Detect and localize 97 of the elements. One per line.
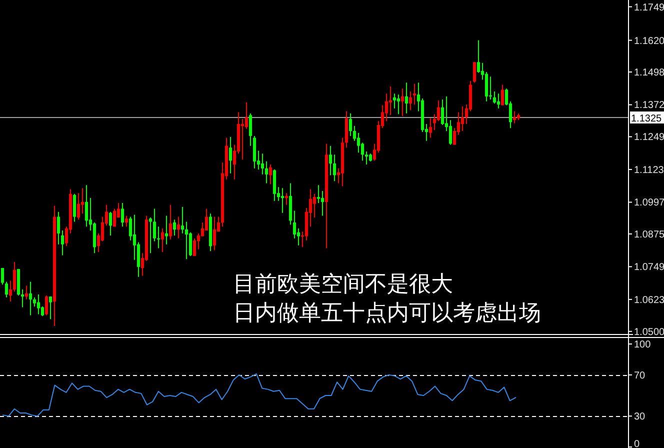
candlestick (57, 211, 60, 245)
candlestick (441, 99, 444, 126)
candlestick (397, 94, 400, 115)
candlestick (437, 100, 440, 122)
candlestick (37, 294, 40, 315)
candlestick (157, 226, 160, 249)
candlestick (393, 93, 396, 109)
candlestick (81, 188, 84, 214)
y-tick-label: 1.1498 (634, 68, 664, 78)
candlestick (261, 153, 264, 175)
candlestick (385, 93, 388, 122)
candlestick (269, 164, 272, 185)
candlestick (389, 86, 392, 116)
candlestick (361, 142, 364, 162)
candlestick (477, 40, 480, 74)
candlestick (329, 145, 332, 176)
candlestick (189, 232, 192, 257)
candlestick (85, 184, 88, 228)
candlestick (449, 120, 452, 146)
annotation: 目前欧美空间不是很大 (233, 271, 453, 296)
candlestick (101, 216, 104, 242)
y-tick-label: 1.1749 (634, 2, 664, 14)
candlestick (281, 188, 284, 214)
candlestick (109, 211, 112, 236)
y-tick-label: 30 (634, 412, 646, 423)
y-tick-label: 100 (634, 340, 652, 350)
candlestick (29, 281, 32, 316)
candlestick (349, 112, 352, 136)
y-tick-label: 1.0875 (634, 229, 664, 240)
candlestick (181, 206, 184, 234)
candlestick (229, 136, 232, 174)
y-tick-label: 70 (634, 370, 646, 382)
candlestick (45, 295, 48, 316)
candlestick (113, 208, 116, 228)
candlestick (273, 168, 276, 202)
y-tick-label: 1.0749 (634, 262, 664, 274)
candlestick (265, 160, 268, 184)
candlestick (185, 221, 188, 260)
candlestick (125, 215, 128, 228)
y-tick-label: 0 (634, 439, 640, 448)
candlestick (317, 184, 320, 204)
candlestick (121, 202, 124, 228)
candlestick (401, 88, 404, 117)
candlestick (41, 306, 44, 317)
candlestick (489, 76, 492, 100)
candlestick (33, 296, 36, 307)
candlestick (249, 112, 252, 146)
candlestick (13, 262, 16, 292)
candlestick (365, 151, 368, 166)
candlestick (25, 285, 28, 300)
candlestick (493, 90, 496, 104)
candlestick (293, 210, 296, 239)
candlestick (5, 281, 8, 298)
candlestick (245, 102, 248, 130)
candlestick (93, 222, 96, 254)
candlestick (173, 219, 176, 236)
candlestick (73, 193, 76, 222)
candlestick (165, 215, 168, 245)
candlestick (513, 110, 516, 124)
candlestick (485, 72, 488, 102)
candlestick (413, 83, 416, 105)
candlestick (49, 296, 52, 320)
candlestick (153, 208, 156, 242)
annotation: 日内做单五十点内可以考虑出场 (233, 300, 541, 325)
candlestick (357, 132, 360, 154)
y-tick-label: 1.0500 (634, 326, 664, 338)
y-tick-label: 1.1620 (634, 36, 664, 47)
candlestick (213, 216, 216, 251)
candlestick (429, 118, 432, 138)
ref-line-label: 1.1325 (631, 114, 662, 124)
candlestick (313, 193, 316, 218)
y-tick-label: 1.1123 (634, 164, 664, 176)
candlestick (409, 90, 412, 111)
candlestick (161, 228, 164, 253)
y-tick-label: 1.1249 (634, 132, 664, 144)
candlestick (21, 289, 24, 308)
candlestick (149, 217, 152, 254)
candlestick (193, 238, 196, 257)
candlestick (9, 280, 12, 302)
candlestick (241, 118, 244, 160)
candlestick (321, 190, 324, 216)
candlestick (61, 230, 64, 256)
candlestick (1, 267, 4, 286)
candlestick (461, 106, 464, 132)
candlestick (405, 82, 408, 114)
candlestick (285, 192, 288, 206)
candlestick (177, 216, 180, 239)
y-tick-label: 1.1372 (634, 100, 664, 112)
candlestick (473, 62, 476, 84)
candlestick (77, 192, 80, 220)
y-tick-label: 1.0623 (634, 294, 664, 306)
candlestick (501, 84, 504, 106)
candlestick (169, 204, 172, 240)
y-tick-label: 1.0997 (634, 198, 664, 209)
candlestick (253, 135, 256, 169)
candlestick (333, 154, 336, 182)
candlestick (497, 93, 500, 109)
